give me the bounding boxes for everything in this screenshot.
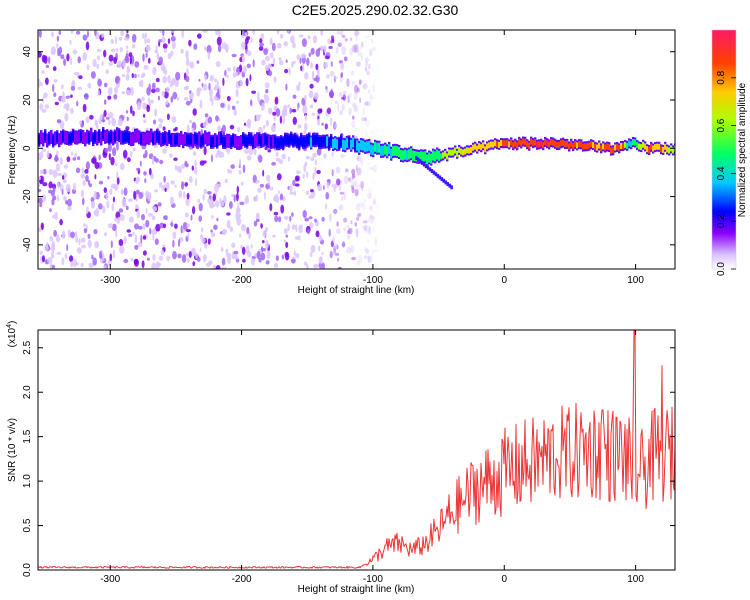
y-tick-label: 20 [22, 94, 33, 106]
spectrogram-plot [38, 30, 675, 269]
y-tick-label: 0.5 [22, 518, 33, 532]
y-tick-label: 2.5 [22, 340, 33, 354]
colorbar-tick-label: 0.4 [716, 166, 727, 180]
spectrogram-noise [38, 30, 379, 269]
spectrogram-y-axis-label: Frequency (Hz) [7, 116, 18, 185]
snr-panel: -300 -200 -100 0 100 0.0 0.5 1.0 1.5 2.0 2.5 Heig… [6, 321, 676, 595]
x-tick-label: -300 [100, 574, 120, 585]
snr-y-axis-label: SNR (10 * v/v) [7, 418, 18, 482]
spectrogram-frame [37, 29, 676, 270]
colorbar-tick-label: 0.0 [716, 262, 727, 276]
snr-x-axis-label: Height of straight line (km) [298, 584, 415, 595]
x-tick-label: 0 [501, 574, 507, 585]
spectrogram-y-ticks: -40 -20 0 20 40 [22, 46, 675, 252]
y-tick-label: -40 [22, 237, 33, 252]
spectrogram-ridge [38, 127, 675, 190]
colorbar-tick-label: 0.2 [716, 214, 727, 228]
colorbar-gradient [712, 30, 736, 269]
colorbar-tick-label: 0.6 [716, 118, 727, 132]
colorbar-tick-label: 0.8 [716, 70, 727, 84]
colorbar-frame [711, 29, 737, 270]
snr-y-multiplier: (x104) [6, 321, 18, 348]
x-tick-label: -300 [100, 275, 120, 286]
x-tick-label: -100 [363, 275, 383, 286]
spectrogram-x-axis-label: Height of straight line (km) [298, 285, 415, 296]
spectrogram-x-ticks: -300 -200 -100 0 100 [100, 30, 644, 286]
y-tick-label: -20 [22, 189, 33, 204]
x-tick-label: -200 [232, 275, 252, 286]
x-tick-label: -100 [363, 574, 383, 585]
colorbar-label: Normalized spectral amplitude [737, 82, 748, 217]
x-tick-label: -200 [232, 574, 252, 585]
y-tick-label: 1.5 [22, 429, 33, 443]
y-tick-label: 1.0 [22, 474, 33, 488]
y-tick-label: 2.0 [22, 385, 33, 399]
y-tick-label: 40 [22, 46, 33, 58]
snr-y-ticks: 0.0 0.5 1.0 1.5 2.0 2.5 [22, 340, 675, 577]
snr-series-line [38, 330, 675, 569]
x-tick-label: 0 [501, 275, 507, 286]
colorbar-ticks: 0.0 0.2 0.4 0.6 0.8 [716, 70, 736, 276]
snr-plot [38, 330, 675, 569]
snr-frame [37, 329, 676, 571]
snr-x-ticks: -300 -200 -100 0 100 [100, 330, 644, 585]
colorbar: 0.0 0.2 0.4 0.6 0.8 Normalized spectral ampl… [711, 29, 748, 276]
x-tick-label: 100 [627, 275, 644, 286]
y-tick-label: 0 [22, 145, 33, 151]
x-tick-label: 100 [627, 574, 644, 585]
chart-title: C2E5.2025.290.02.32.G30 [291, 2, 459, 18]
y-tick-label: 0.0 [22, 563, 33, 577]
